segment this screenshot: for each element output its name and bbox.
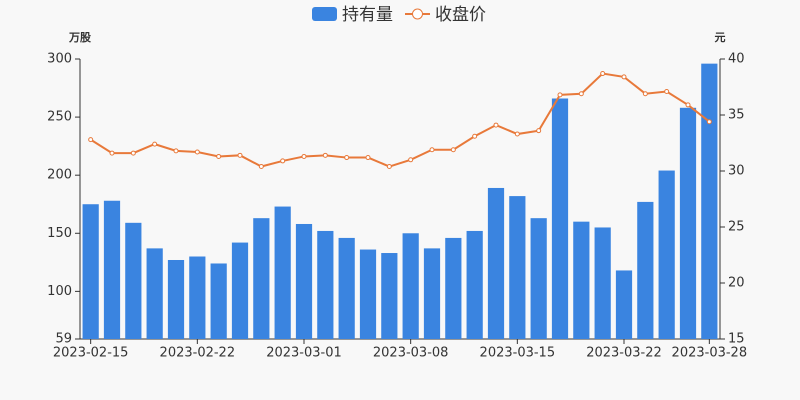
y2-tick-label: 15 bbox=[728, 332, 745, 347]
price-point bbox=[685, 102, 691, 108]
x-tick-label: 2023-03-15 bbox=[480, 346, 556, 361]
y-tick-label: 300 bbox=[47, 52, 72, 67]
bar bbox=[338, 237, 355, 339]
y2-tick-label: 40 bbox=[728, 52, 745, 67]
price-point bbox=[130, 150, 136, 156]
price-point bbox=[514, 131, 520, 137]
price-point bbox=[194, 149, 200, 155]
price-point bbox=[621, 74, 627, 80]
bar bbox=[317, 230, 334, 339]
bar bbox=[658, 170, 675, 339]
bar bbox=[103, 200, 121, 339]
bar bbox=[551, 98, 569, 339]
price-point bbox=[706, 119, 712, 125]
bar bbox=[445, 237, 462, 339]
bar bbox=[210, 263, 227, 339]
bar bbox=[701, 63, 718, 339]
bar bbox=[125, 222, 142, 339]
x-tick-label: 2023-03-22 bbox=[586, 346, 662, 361]
bar bbox=[253, 218, 270, 339]
price-point bbox=[258, 164, 264, 170]
price-point bbox=[173, 148, 179, 154]
legend-swatch bbox=[412, 8, 423, 20]
price-point bbox=[664, 88, 670, 94]
price-point bbox=[322, 152, 328, 158]
bar bbox=[509, 196, 526, 339]
price-point bbox=[301, 153, 307, 159]
price-point bbox=[642, 91, 648, 97]
price-point bbox=[536, 128, 542, 134]
bar bbox=[231, 242, 249, 339]
legend-swatch bbox=[312, 7, 337, 21]
bar bbox=[82, 204, 99, 339]
y-axis-label: 万股 bbox=[68, 31, 92, 44]
x-tick-label: 2023-03-01 bbox=[266, 346, 342, 361]
bar bbox=[189, 256, 206, 339]
bar bbox=[423, 248, 441, 339]
bar bbox=[530, 218, 547, 339]
y2-tick-label: 35 bbox=[728, 108, 745, 123]
legend-label: 收盘价 bbox=[435, 5, 486, 25]
y-tick-label: 59 bbox=[55, 332, 72, 347]
bar bbox=[466, 230, 483, 339]
x-tick-label: 2023-03-28 bbox=[672, 346, 748, 361]
bar bbox=[637, 201, 654, 339]
price-point bbox=[429, 147, 435, 153]
price-point bbox=[493, 122, 499, 128]
price-point bbox=[365, 155, 371, 161]
price-point bbox=[344, 155, 350, 161]
bar bbox=[402, 233, 419, 339]
y2-tick-label: 20 bbox=[728, 276, 745, 291]
y-tick-label: 200 bbox=[47, 168, 72, 183]
price-line bbox=[90, 72, 710, 168]
price-point bbox=[386, 164, 392, 170]
price-point bbox=[600, 71, 606, 77]
bar bbox=[274, 206, 291, 339]
price-point bbox=[216, 153, 222, 159]
price-point bbox=[578, 91, 584, 97]
bar bbox=[487, 187, 505, 339]
y2-tick-label: 30 bbox=[728, 164, 745, 179]
legend-label: 持有量 bbox=[342, 5, 393, 25]
price-point bbox=[408, 157, 414, 163]
x-tick-label: 2023-03-08 bbox=[373, 346, 449, 361]
y2-tick-label: 25 bbox=[728, 220, 745, 235]
price-point bbox=[237, 152, 243, 158]
y-tick-label: 150 bbox=[47, 226, 72, 241]
bar bbox=[573, 221, 590, 339]
price-point bbox=[88, 137, 94, 143]
bar bbox=[679, 107, 697, 339]
y-tick-label: 250 bbox=[47, 110, 72, 125]
price-point bbox=[152, 141, 158, 147]
bar bbox=[359, 249, 377, 339]
price-point bbox=[280, 158, 286, 164]
bar bbox=[594, 227, 611, 339]
bar bbox=[295, 223, 313, 339]
y-tick-label: 100 bbox=[47, 284, 72, 299]
y2-axis-label: 元 bbox=[715, 31, 726, 44]
bar bbox=[381, 253, 398, 339]
x-tick-label: 2023-02-15 bbox=[53, 346, 129, 361]
bar bbox=[167, 259, 185, 339]
x-tick-label: 2023-02-22 bbox=[160, 346, 236, 361]
price-point bbox=[472, 133, 478, 139]
bar bbox=[615, 270, 633, 339]
price-point bbox=[450, 147, 456, 153]
price-point bbox=[557, 92, 563, 98]
price-point bbox=[109, 150, 115, 156]
bar bbox=[146, 248, 163, 339]
